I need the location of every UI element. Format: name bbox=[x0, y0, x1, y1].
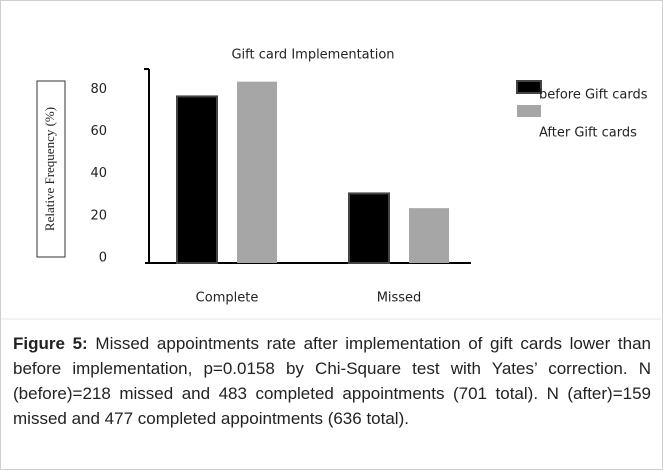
y-tick-label: 60 bbox=[90, 124, 107, 139]
y-axis-label: Relative Frequency (%) bbox=[42, 107, 57, 231]
y-tick-label: 40 bbox=[90, 166, 107, 181]
caption-label: Figure 5: bbox=[13, 334, 88, 353]
legend-swatch bbox=[516, 80, 542, 94]
y-tick-label: 20 bbox=[90, 208, 107, 223]
bar bbox=[409, 208, 449, 263]
legend-swatch bbox=[517, 105, 541, 117]
caption-text: Missed appointments rate after implement… bbox=[13, 334, 651, 428]
x-tick-label: Missed bbox=[377, 291, 422, 306]
legend-label: After Gift cards bbox=[539, 126, 637, 141]
x-tick-label: Complete bbox=[196, 291, 259, 306]
bar bbox=[348, 192, 390, 264]
bar bbox=[237, 81, 277, 263]
y-tick-label: 80 bbox=[90, 82, 107, 97]
bar bbox=[176, 95, 218, 264]
y-label-box bbox=[36, 80, 66, 258]
y-tick-label: 0 bbox=[99, 251, 107, 266]
caption: Figure 5: Missed appointments rate after… bbox=[13, 331, 651, 431]
chart-title: Gift card Implementation bbox=[231, 48, 394, 63]
legend-label: before Gift cards bbox=[539, 88, 648, 103]
